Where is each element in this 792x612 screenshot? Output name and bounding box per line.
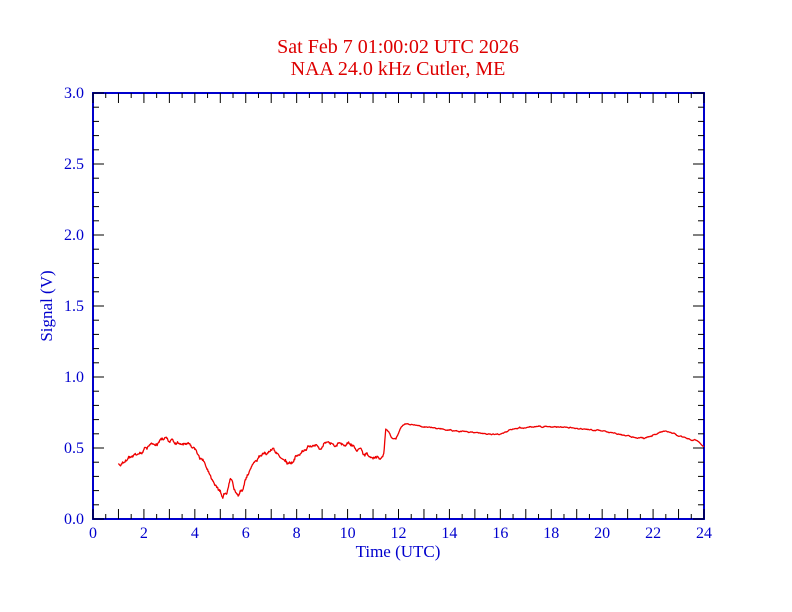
chart-title-datetime: Sat Feb 7 01:00:02 UTC 2026 <box>277 36 519 58</box>
x-tick-label: 18 <box>543 525 559 542</box>
x-axis-title: Time (UTC) <box>356 542 441 561</box>
y-tick-label: 0.0 <box>64 511 84 528</box>
chart-title-station: NAA 24.0 kHz Cutler, ME <box>291 58 506 80</box>
plot-frame <box>92 92 705 520</box>
x-tick-label: 10 <box>340 525 356 542</box>
x-tick-label: 14 <box>441 525 457 542</box>
y-tick-label: 2.5 <box>64 156 84 173</box>
y-tick-label: 1.0 <box>64 369 84 386</box>
y-tick-label: 3.0 <box>64 85 84 102</box>
x-tick-label: 6 <box>242 525 250 542</box>
x-tick-label: 8 <box>293 525 301 542</box>
signal-trace <box>117 422 705 499</box>
x-tick-label: 0 <box>89 525 97 542</box>
signal-trace-group <box>117 422 705 499</box>
y-tick-label: 0.5 <box>64 440 84 457</box>
x-tick-label: 16 <box>492 525 508 542</box>
x-tick-label: 12 <box>391 525 407 542</box>
y-tick-label: 2.0 <box>64 227 84 244</box>
x-tick-label: 20 <box>594 525 610 542</box>
axis-frame <box>92 92 705 520</box>
y-axis-title: Signal (V) <box>37 270 56 341</box>
axis-ticks <box>92 92 705 520</box>
x-tick-label: 22 <box>645 525 661 542</box>
x-tick-label: 24 <box>696 525 712 542</box>
x-tick-label: 2 <box>140 525 148 542</box>
axis-tick-labels: 0 2 4 6 8 10 12 14 16 18 20 22 240.00.51.01.52.02.53… <box>64 85 712 542</box>
x-tick-label: 4 <box>191 525 199 542</box>
y-tick-label: 1.5 <box>64 298 84 315</box>
